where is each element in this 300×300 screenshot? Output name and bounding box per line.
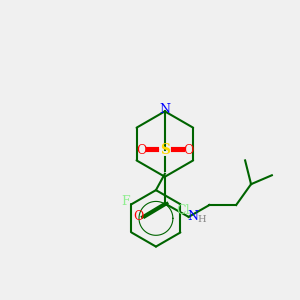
Text: N: N (159, 103, 170, 116)
Text: O: O (184, 143, 194, 157)
Text: O: O (133, 210, 143, 224)
Text: O: O (136, 143, 146, 157)
Text: S: S (160, 143, 170, 157)
Text: N: N (188, 210, 199, 224)
Text: H: H (198, 215, 206, 224)
Text: F: F (121, 195, 130, 208)
Text: Cl: Cl (177, 204, 190, 217)
